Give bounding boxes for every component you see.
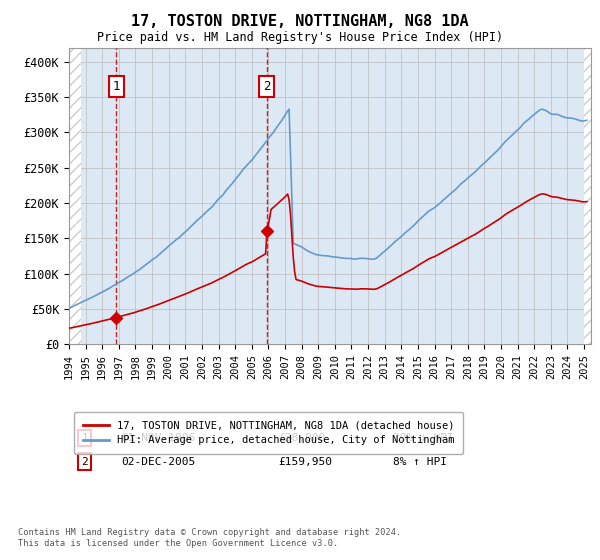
Text: Contains HM Land Registry data © Crown copyright and database right 2024.
This d: Contains HM Land Registry data © Crown c… [18, 528, 401, 548]
Bar [584, 48, 600, 344]
Text: 1: 1 [81, 433, 88, 443]
Text: 17, TOSTON DRIVE, NOTTINGHAM, NG8 1DA: 17, TOSTON DRIVE, NOTTINGHAM, NG8 1DA [131, 14, 469, 29]
Text: 2: 2 [263, 80, 271, 93]
Text: 02-DEC-2005: 02-DEC-2005 [121, 456, 196, 466]
Text: 29% ↓ HPI: 29% ↓ HPI [392, 433, 454, 443]
Text: Price paid vs. HM Land Registry's House Price Index (HPI): Price paid vs. HM Land Registry's House … [97, 31, 503, 44]
Legend: 17, TOSTON DRIVE, NOTTINGHAM, NG8 1DA (detached house), HPI: Average price, deta: 17, TOSTON DRIVE, NOTTINGHAM, NG8 1DA (d… [74, 412, 463, 454]
Text: 01-NOV-1996: 01-NOV-1996 [121, 433, 196, 443]
Text: £38,000: £38,000 [278, 433, 325, 443]
Text: 8% ↑ HPI: 8% ↑ HPI [392, 456, 446, 466]
Text: 1: 1 [112, 80, 120, 93]
Bar [69, 48, 82, 344]
Text: £159,950: £159,950 [278, 456, 332, 466]
Text: 2: 2 [81, 456, 88, 466]
